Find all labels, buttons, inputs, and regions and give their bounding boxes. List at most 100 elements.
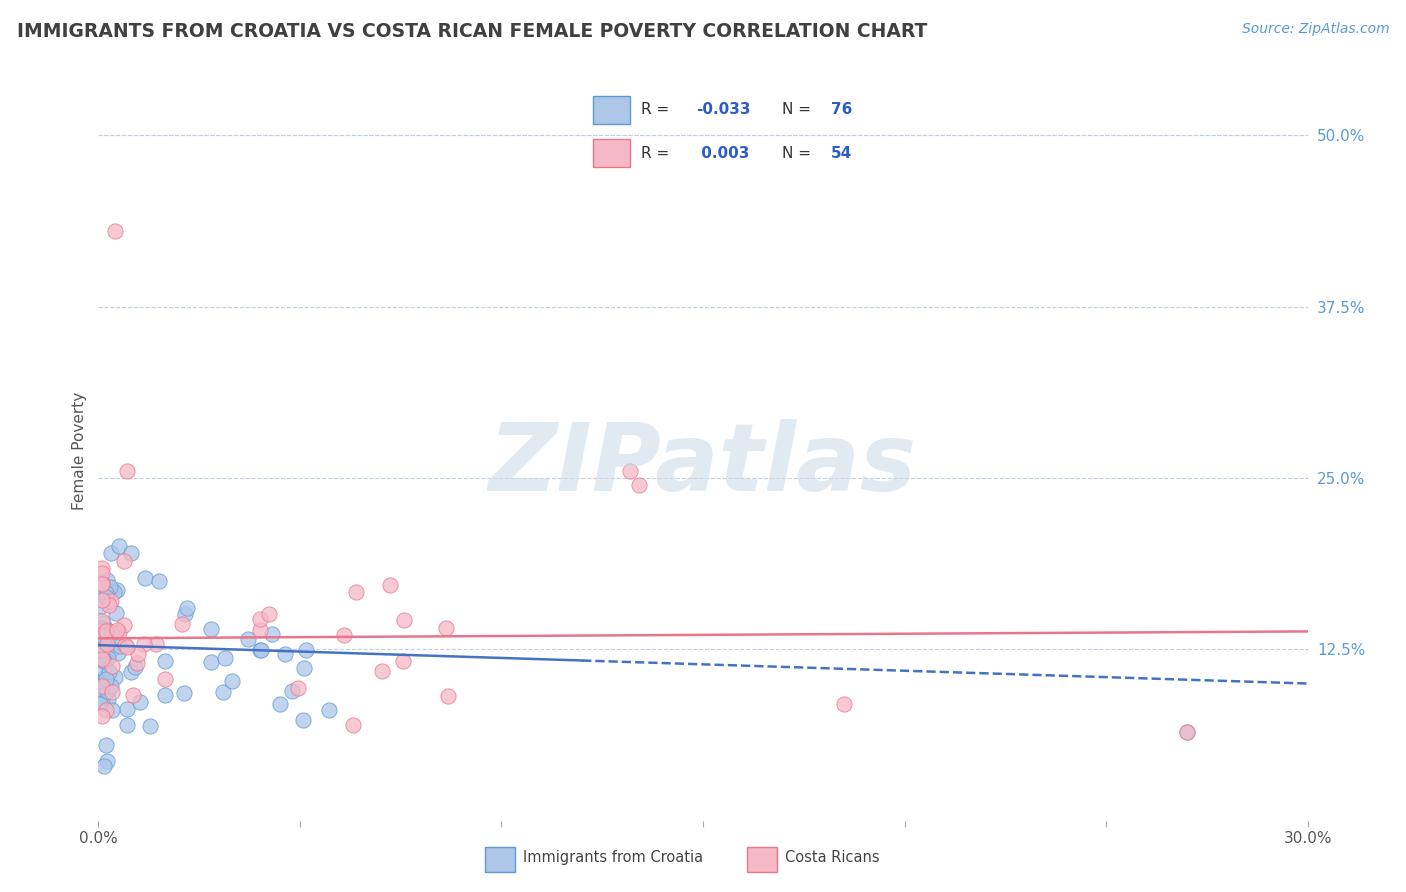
FancyBboxPatch shape bbox=[485, 847, 515, 872]
Point bbox=[105, 607, 128, 621]
Point bbox=[107, 646, 129, 660]
Point bbox=[93, 654, 115, 668]
Point bbox=[100, 680, 122, 694]
Point bbox=[101, 625, 124, 640]
Point bbox=[260, 627, 283, 641]
Point bbox=[437, 689, 460, 703]
Point bbox=[91, 615, 114, 630]
Point bbox=[269, 697, 291, 711]
Point bbox=[100, 593, 122, 607]
Point bbox=[115, 464, 138, 478]
Point bbox=[93, 759, 115, 773]
Point bbox=[120, 665, 142, 680]
Point bbox=[89, 675, 111, 690]
Point bbox=[90, 621, 112, 635]
Point bbox=[344, 584, 367, 599]
Point bbox=[103, 584, 125, 599]
Point bbox=[94, 672, 117, 686]
Point bbox=[249, 643, 271, 657]
Point bbox=[153, 654, 176, 668]
Point bbox=[333, 628, 356, 642]
Y-axis label: Female Poverty: Female Poverty bbox=[72, 392, 87, 509]
Point bbox=[104, 670, 127, 684]
Point bbox=[132, 637, 155, 651]
Point bbox=[1175, 724, 1198, 739]
Point bbox=[105, 582, 128, 597]
Point bbox=[259, 607, 281, 621]
Point bbox=[170, 617, 193, 632]
Text: -0.033: -0.033 bbox=[696, 102, 751, 117]
Point bbox=[392, 613, 415, 627]
Point bbox=[93, 634, 115, 648]
Point bbox=[91, 593, 114, 607]
Point bbox=[832, 697, 855, 711]
Point bbox=[89, 621, 111, 635]
Point bbox=[91, 561, 114, 575]
Point bbox=[139, 719, 162, 733]
Point bbox=[94, 670, 117, 684]
Point bbox=[112, 618, 135, 632]
Text: N =: N = bbox=[782, 102, 815, 117]
Point bbox=[101, 704, 124, 718]
Point bbox=[236, 632, 259, 646]
Text: R =: R = bbox=[641, 145, 675, 161]
Point bbox=[96, 624, 118, 639]
Point bbox=[93, 663, 115, 677]
Point bbox=[173, 686, 195, 700]
Point bbox=[619, 464, 641, 478]
Point bbox=[98, 599, 121, 613]
Point bbox=[96, 573, 118, 587]
Point bbox=[125, 656, 148, 670]
Point bbox=[200, 622, 222, 636]
Point bbox=[103, 224, 125, 238]
Point bbox=[96, 754, 118, 768]
FancyBboxPatch shape bbox=[593, 95, 630, 124]
Point bbox=[291, 713, 314, 727]
Point bbox=[91, 615, 114, 629]
Point bbox=[145, 637, 167, 651]
Point bbox=[105, 623, 128, 637]
Point bbox=[117, 717, 139, 731]
Point bbox=[294, 642, 316, 657]
Point bbox=[89, 643, 111, 657]
Point bbox=[292, 661, 315, 675]
Point bbox=[153, 672, 176, 686]
Point bbox=[94, 739, 117, 753]
Point bbox=[110, 639, 132, 653]
Point bbox=[91, 623, 114, 637]
FancyBboxPatch shape bbox=[747, 847, 776, 872]
Point bbox=[91, 624, 114, 639]
Point bbox=[91, 576, 114, 591]
Point bbox=[287, 681, 309, 696]
Point bbox=[249, 612, 271, 626]
Point bbox=[101, 642, 124, 657]
Point bbox=[114, 638, 136, 652]
Point bbox=[97, 651, 120, 665]
Point bbox=[434, 621, 457, 635]
Point bbox=[627, 477, 650, 491]
Point bbox=[378, 577, 401, 591]
Point bbox=[96, 586, 118, 600]
Point bbox=[281, 684, 304, 698]
Point bbox=[249, 623, 271, 637]
Point bbox=[89, 681, 111, 695]
Point bbox=[97, 665, 120, 679]
Point bbox=[107, 625, 129, 640]
Point bbox=[124, 659, 146, 673]
Point bbox=[91, 577, 114, 591]
Point bbox=[96, 624, 118, 638]
Point bbox=[250, 643, 273, 657]
Point bbox=[342, 717, 364, 731]
Point bbox=[90, 599, 112, 613]
Point bbox=[115, 640, 138, 654]
Point bbox=[97, 692, 120, 706]
Point bbox=[221, 673, 243, 688]
Point bbox=[91, 566, 114, 581]
Point bbox=[96, 637, 118, 651]
Point bbox=[91, 652, 114, 666]
Point bbox=[94, 653, 117, 667]
Text: 0.003: 0.003 bbox=[696, 145, 749, 161]
FancyBboxPatch shape bbox=[593, 139, 630, 168]
Point bbox=[94, 703, 117, 717]
Point bbox=[134, 571, 156, 585]
